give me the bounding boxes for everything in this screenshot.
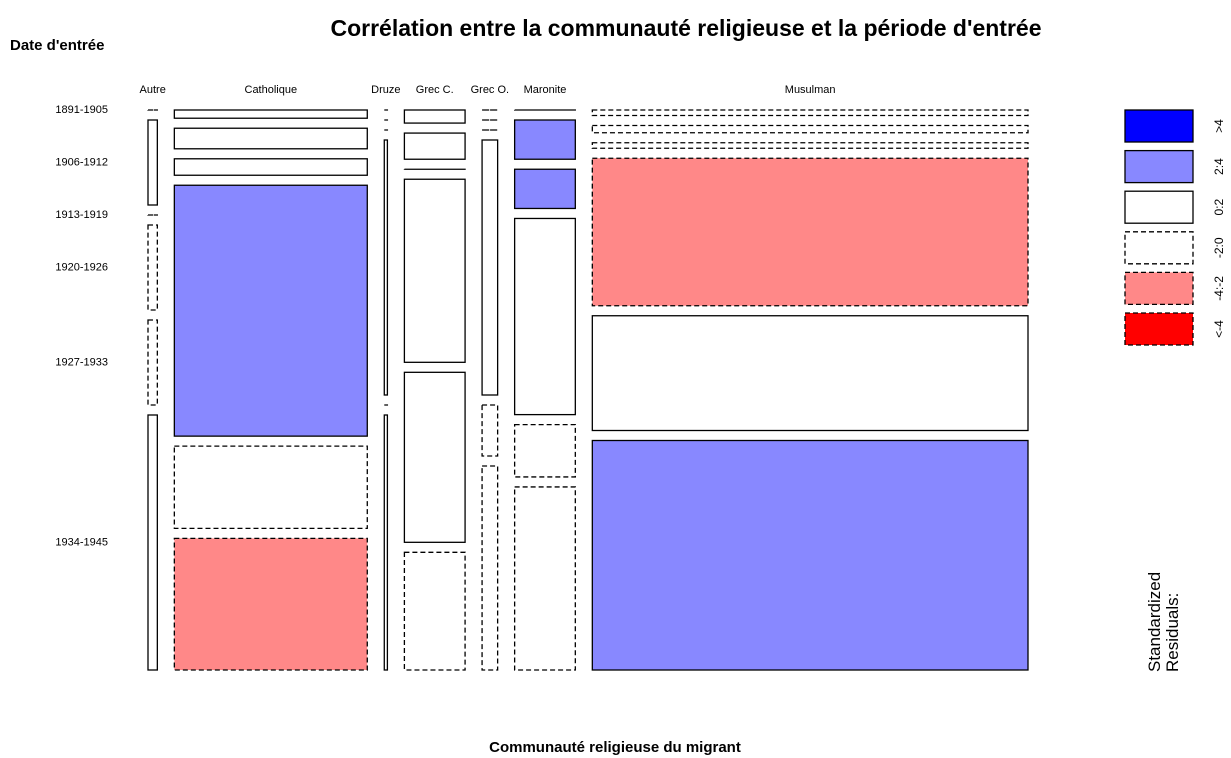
column-label: Maronite bbox=[524, 84, 567, 96]
mosaic-cell bbox=[173, 127, 368, 150]
column-label: Catholique bbox=[245, 84, 298, 96]
row-label: 1927-1933 bbox=[55, 356, 108, 368]
mosaic-cell bbox=[403, 551, 466, 671]
legend-swatch bbox=[1124, 109, 1194, 143]
legend-title: StandardizedResiduals: bbox=[1145, 572, 1182, 672]
mosaic-cell bbox=[383, 414, 389, 671]
column-label: Druze bbox=[371, 84, 400, 96]
legend-label: 0:2 bbox=[1212, 199, 1226, 216]
mosaic-cell bbox=[173, 184, 368, 437]
legend-label: >4 bbox=[1212, 119, 1226, 133]
legend-label: -4:-2 bbox=[1212, 276, 1226, 301]
row-label: 1920-1926 bbox=[55, 261, 108, 273]
legend-swatch bbox=[1124, 190, 1194, 224]
mosaic-cell bbox=[481, 465, 499, 671]
mosaic-cell bbox=[173, 158, 368, 176]
chart-title: Corrélation entre la communauté religieu… bbox=[330, 15, 1041, 41]
legend-swatch bbox=[1124, 231, 1194, 265]
mosaic-cell bbox=[591, 142, 1029, 149]
legend-title-line: Residuals: bbox=[1163, 593, 1182, 672]
column-label: Autre bbox=[140, 84, 166, 96]
legend-swatch bbox=[1124, 271, 1194, 306]
mosaic-cell bbox=[513, 168, 576, 210]
legend-swatch bbox=[1124, 149, 1194, 184]
legend-swatch bbox=[1124, 312, 1194, 346]
x-axis-label: Communauté religieuse du migrant bbox=[489, 739, 741, 756]
mosaic-cell bbox=[591, 124, 1029, 134]
mosaic-cell bbox=[481, 404, 499, 457]
mosaic-cell bbox=[591, 157, 1029, 307]
legend-label: -2:0 bbox=[1212, 237, 1226, 258]
mosaic-cell bbox=[403, 371, 466, 543]
mosaic-cell bbox=[403, 132, 466, 160]
mosaic-cell bbox=[147, 414, 158, 671]
mosaic-cell bbox=[591, 109, 1029, 117]
column-label: Grec O. bbox=[471, 84, 510, 96]
row-label: 1934-1945 bbox=[55, 536, 108, 548]
mosaic-cell bbox=[147, 319, 158, 406]
mosaic-cell bbox=[513, 217, 576, 416]
mosaic-cell bbox=[591, 439, 1029, 671]
mosaic-cell bbox=[513, 423, 576, 478]
mosaic-cell bbox=[591, 315, 1029, 432]
legend-title-line: Standardized bbox=[1145, 572, 1164, 672]
row-label: 1906-1912 bbox=[55, 156, 108, 168]
column-label: Musulman bbox=[785, 84, 836, 96]
legend-label: <-4 bbox=[1212, 320, 1226, 338]
mosaic-cell bbox=[403, 109, 466, 124]
y-axis-label: Date d'entrée bbox=[10, 37, 104, 54]
row-label: 1913-1919 bbox=[55, 209, 108, 221]
legend-label: 2:4 bbox=[1212, 158, 1226, 175]
column-label: Grec C. bbox=[416, 84, 454, 96]
mosaic-cell bbox=[403, 178, 466, 363]
mosaic-cell bbox=[481, 139, 499, 396]
mosaic-cell bbox=[173, 445, 368, 530]
mosaic-cell bbox=[513, 486, 576, 671]
mosaic-cell bbox=[173, 109, 368, 119]
mosaic-cell bbox=[147, 224, 158, 311]
mosaic-cell bbox=[147, 119, 158, 206]
row-label: 1891-1905 bbox=[55, 104, 108, 116]
mosaic-cell bbox=[383, 139, 389, 396]
mosaic-cell bbox=[513, 119, 576, 160]
mosaic-cell bbox=[173, 537, 368, 671]
